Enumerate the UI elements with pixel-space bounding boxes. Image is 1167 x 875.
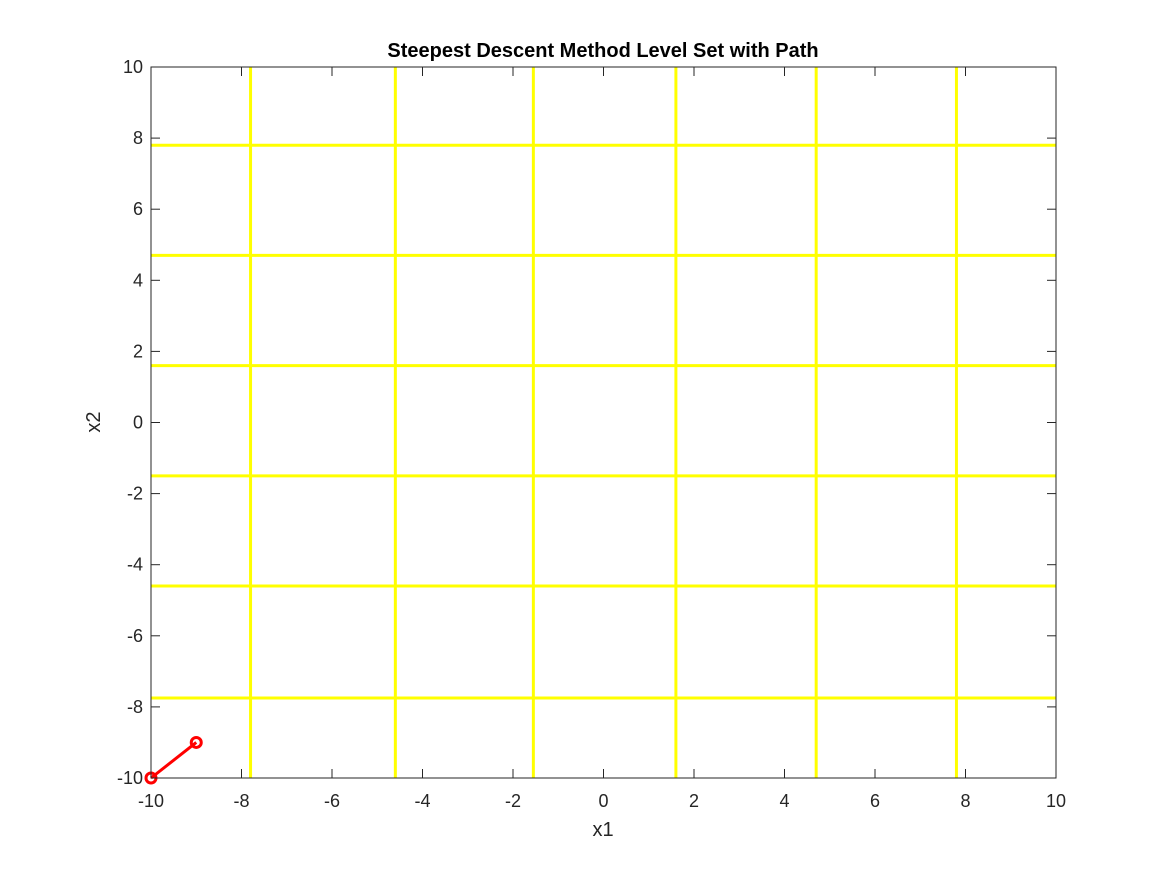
y-tick-label: -2 bbox=[127, 484, 143, 504]
axes-box bbox=[150, 66, 1057, 779]
x-axis-label: x1 bbox=[592, 819, 613, 841]
x-tick-label: -10 bbox=[138, 791, 164, 811]
level-set-contours bbox=[151, 67, 1056, 778]
y-tick-label: 10 bbox=[123, 57, 143, 77]
y-tick-label: 2 bbox=[133, 341, 143, 361]
y-tick-label: 0 bbox=[133, 413, 143, 433]
y-tick-label: -8 bbox=[127, 697, 143, 717]
y-tick-label: -4 bbox=[127, 555, 143, 575]
path-point-marker bbox=[189, 735, 203, 749]
y-tick-label: 8 bbox=[133, 128, 143, 148]
x-tick-label: 10 bbox=[1046, 791, 1066, 811]
x-tick-label: -8 bbox=[233, 791, 249, 811]
x-tick-label: -2 bbox=[505, 791, 521, 811]
x-tick-label: 8 bbox=[960, 791, 970, 811]
y-tick-label: -10 bbox=[117, 768, 143, 788]
plot-background bbox=[151, 67, 1056, 778]
y-axis-label: x2 bbox=[83, 411, 105, 432]
y-tick-label: 4 bbox=[133, 270, 143, 290]
x-tick-label: 0 bbox=[598, 791, 608, 811]
x-tick-label: -4 bbox=[414, 791, 430, 811]
y-tick-labels: -10 -8 -6 -4 -2 0 2 4 6 8 10 bbox=[117, 57, 143, 788]
x-tick-label: -6 bbox=[324, 791, 340, 811]
y-tick-label: 6 bbox=[133, 199, 143, 219]
y-tick-label: -6 bbox=[127, 626, 143, 646]
chart-title: Steepest Descent Method Level Set with P… bbox=[387, 40, 818, 62]
x-tick-label: 2 bbox=[689, 791, 699, 811]
x-tick-label: 4 bbox=[779, 791, 789, 811]
x-tick-labels: -10 -8 -6 -4 -2 0 2 4 6 8 10 bbox=[138, 791, 1066, 811]
path-line bbox=[150, 741, 198, 780]
x-tick-label: 6 bbox=[870, 791, 880, 811]
plot-area bbox=[144, 66, 1057, 785]
